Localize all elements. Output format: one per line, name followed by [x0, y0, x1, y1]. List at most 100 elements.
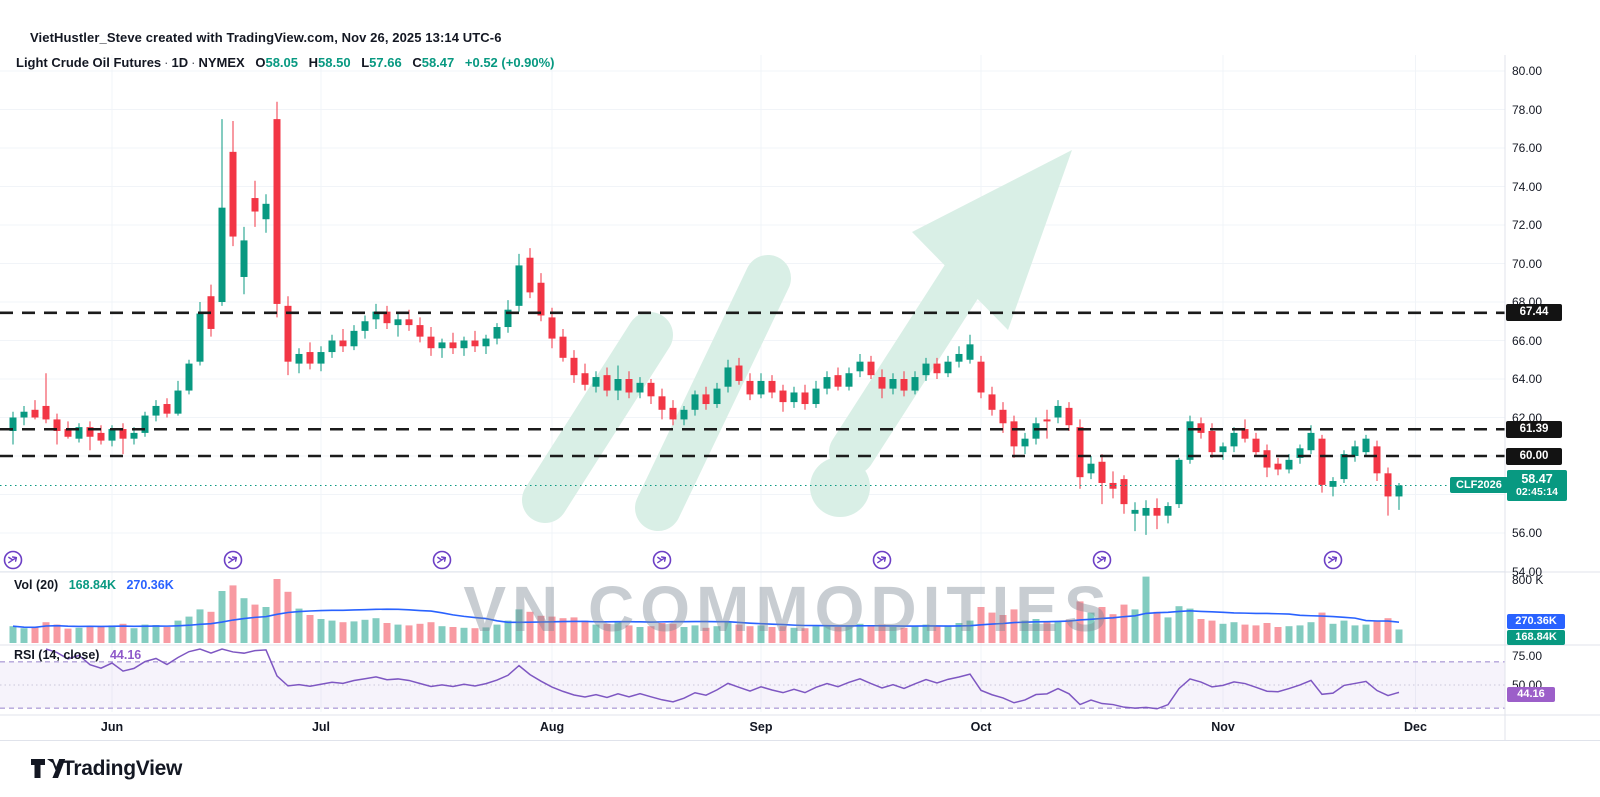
volume-bar: [669, 623, 677, 643]
candle-body: [1252, 438, 1260, 453]
candle-body: [394, 319, 402, 326]
candle-body: [1175, 459, 1183, 505]
volume-current-axis-label: 168.84K: [1507, 629, 1565, 645]
volume-bar: [86, 625, 94, 643]
volume-bar: [856, 623, 864, 643]
volume-bar: [812, 626, 820, 643]
volume-bar: [515, 609, 523, 643]
volume-bar: [922, 624, 930, 643]
volume-title: Vol (20): [14, 578, 59, 592]
candle-body: [911, 377, 919, 391]
candle-body: [878, 377, 886, 389]
volume-bar: [999, 615, 1007, 643]
candle-body: [405, 319, 413, 326]
month-label-sep[interactable]: Sep: [749, 720, 773, 734]
candle-body: [966, 344, 974, 360]
candle-body: [713, 388, 721, 405]
candle-body: [1362, 438, 1370, 453]
month-label-jun[interactable]: Jun: [100, 720, 124, 734]
candle-body: [724, 367, 732, 387]
volume-bar: [141, 624, 149, 643]
volume-bar: [42, 622, 50, 643]
rsi-legend[interactable]: RSI (14, close) 44.16: [14, 648, 141, 662]
volume-bar: [405, 625, 413, 643]
candle-body: [416, 325, 424, 337]
volume-bar: [691, 625, 699, 643]
volume-bar: [1285, 626, 1293, 643]
volume-bar: [966, 620, 974, 643]
volume-bar: [240, 598, 248, 643]
candle-body: [1373, 446, 1381, 474]
volume-bar: [493, 624, 501, 643]
candle-body: [636, 382, 644, 393]
volume-bar: [724, 622, 732, 643]
month-label-jul[interactable]: Jul: [311, 720, 331, 734]
volume-bar: [394, 624, 402, 643]
candle-body: [284, 305, 292, 362]
candle-body: [141, 415, 149, 433]
volume-bar: [306, 615, 314, 643]
candle-body: [570, 357, 578, 376]
volume-bar: [1087, 612, 1095, 643]
volume-bar: [1318, 612, 1326, 643]
volume-bar: [680, 627, 688, 643]
candle-body: [1043, 419, 1051, 422]
candle-body: [790, 392, 798, 403]
close-value: 58.47: [421, 55, 455, 70]
candle-body: [207, 296, 215, 329]
price-tick-label: 78.00: [1512, 102, 1543, 117]
candle-body: [1098, 461, 1106, 483]
candle-body: [64, 429, 72, 437]
watermark-text: VN COMMODITIES: [463, 573, 1113, 645]
volume-bar: [130, 628, 138, 643]
candle-body: [218, 207, 226, 302]
volume-bar: [625, 625, 633, 643]
candle-body: [746, 380, 754, 395]
rsi-title: RSI (14, close): [14, 648, 100, 662]
last-price-value: 58.47: [1521, 472, 1553, 487]
candle-body: [1351, 446, 1359, 456]
candle-body: [801, 392, 809, 405]
volume-bar: [559, 618, 567, 643]
month-label-dec[interactable]: Dec: [1404, 720, 1427, 734]
candle-body: [856, 361, 864, 372]
candle-body: [97, 432, 105, 441]
candle-body: [306, 352, 314, 364]
candle-body: [603, 375, 611, 391]
volume-bar: [746, 626, 754, 643]
level-price-label: 60.00: [1506, 447, 1562, 465]
candle-body: [20, 411, 28, 418]
volume-ma-line: [12, 608, 1400, 629]
volume-bar: [658, 623, 666, 643]
candle-body: [31, 409, 39, 418]
candle-body: [86, 427, 94, 437]
volume-bar: [108, 625, 116, 643]
volume-bar: [1219, 623, 1227, 643]
month-label-nov[interactable]: Nov: [1211, 720, 1235, 734]
volume-bar: [1208, 620, 1216, 643]
volume-legend[interactable]: Vol (20) 168.84K 270.36K: [14, 578, 174, 592]
symbol-title: Light Crude Oil Futures: [16, 55, 162, 70]
volume-bar: [449, 627, 457, 643]
tradingview-brand-text[interactable]: TradingView: [62, 757, 183, 780]
volume-bar: [9, 626, 17, 643]
volume-bar: [1263, 623, 1271, 643]
volume-bar: [834, 627, 842, 643]
candle-body: [900, 379, 908, 391]
candle-body: [669, 407, 677, 420]
volume-bar: [1329, 623, 1337, 643]
candle-body: [515, 265, 523, 306]
price-tick-label: 76.00: [1512, 141, 1543, 155]
candle-body: [933, 363, 941, 374]
volume-bar: [438, 626, 446, 643]
month-label-oct[interactable]: Oct: [970, 720, 992, 734]
volume-bar: [251, 604, 259, 643]
legend-separator: ·: [191, 55, 196, 70]
month-label-aug[interactable]: Aug: [539, 720, 565, 734]
candle-body: [1076, 427, 1084, 478]
volume-axis-label: 800 K: [1512, 573, 1544, 587]
level-price-label: 67.44: [1506, 304, 1562, 322]
symbol-legend[interactable]: Light Crude Oil Futures · 1D · NYMEX O58.05 …: [16, 55, 555, 70]
price-tick-label: 64.00: [1512, 372, 1543, 386]
